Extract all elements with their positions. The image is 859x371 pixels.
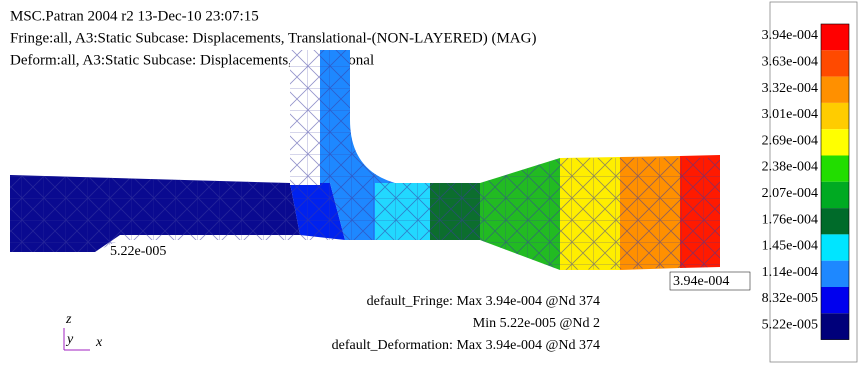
legend-swatch <box>821 208 849 234</box>
legend-swatch <box>821 50 849 76</box>
legend-label: 2.07e-004 <box>762 186 818 201</box>
footer-line: Min 5.22e-005 @Nd 2 <box>473 316 600 331</box>
mesh-overlay <box>10 50 720 270</box>
legend-label: 8.32e-005 <box>762 291 818 306</box>
legend-swatch <box>821 234 849 260</box>
legend-swatch <box>821 287 849 313</box>
legend-label: 3.94e-004 <box>762 28 818 43</box>
model <box>10 50 720 270</box>
triad-y: y <box>65 332 74 347</box>
legend-label: 3.32e-004 <box>762 81 818 96</box>
header-line: Fringe:all, A3:Static Subcase: Displacem… <box>10 30 536 46</box>
legend-swatch <box>821 156 849 182</box>
legend-label: 3.01e-004 <box>762 107 818 122</box>
legend-label: 3.63e-004 <box>762 55 818 70</box>
legend-swatch <box>821 261 849 287</box>
legend-swatch <box>821 77 849 103</box>
max-annotation: 3.94e-004 <box>673 274 729 289</box>
legend-label: 2.69e-004 <box>762 133 818 148</box>
legend-swatch <box>821 129 849 155</box>
legend-label: 2.38e-004 <box>762 160 818 175</box>
legend-swatch <box>821 313 849 339</box>
legend-swatch <box>821 182 849 208</box>
triad-x: x <box>95 335 103 350</box>
footer-line: default_Fringe: Max 3.94e-004 @Nd 374 <box>367 294 600 309</box>
min-annotation: 5.22e-005 <box>110 244 166 259</box>
footer-line: default_Deformation: Max 3.94e-004 @Nd 3… <box>332 338 600 353</box>
legend-label: 1.14e-004 <box>762 265 818 280</box>
legend-label: 1.76e-004 <box>762 212 818 227</box>
screen: MSC.Patran 2004 r2 13-Dec-10 23:07:15 Fr… <box>0 0 859 371</box>
legend: 3.94e-004 3.63e-004 3.32e-004 3.01e-004 2.69… <box>762 24 849 340</box>
legend-swatch <box>821 24 849 50</box>
legend-swatch <box>821 103 849 129</box>
legend-label: 5.22e-005 <box>762 318 818 333</box>
header-line: MSC.Patran 2004 r2 13-Dec-10 23:07:15 <box>10 8 259 24</box>
legend-label: 1.45e-004 <box>762 239 818 254</box>
axis-triad: z y x <box>64 312 103 350</box>
triad-z: z <box>65 312 72 327</box>
